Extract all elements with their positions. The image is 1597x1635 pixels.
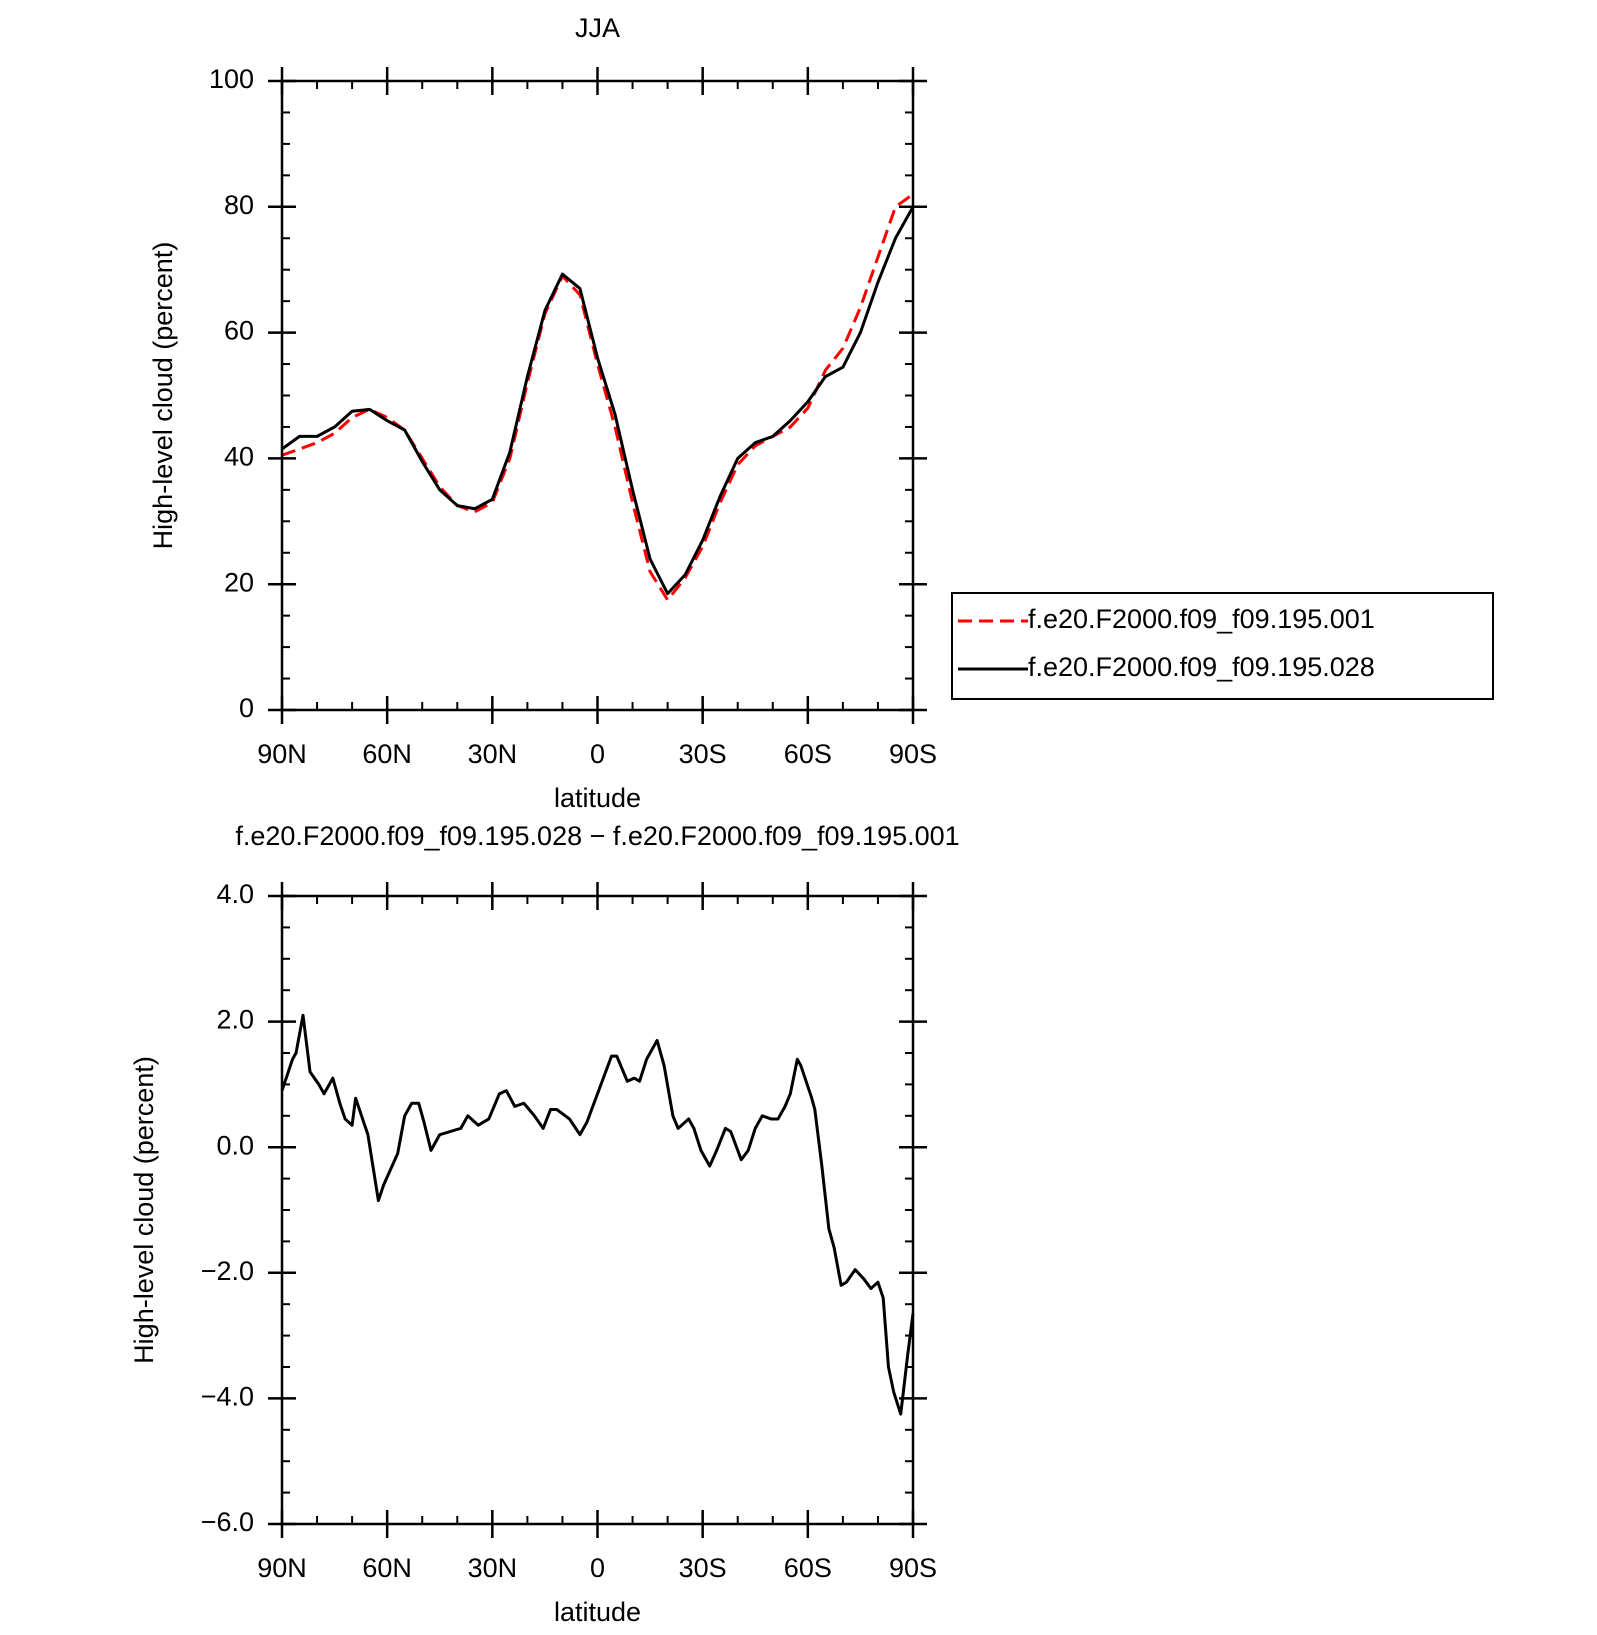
x-tick-label: 0 <box>590 1553 605 1583</box>
y-tick-label: 100 <box>209 64 254 94</box>
y-tick-label: 0 <box>239 693 254 723</box>
y-tick-label: 40 <box>224 442 254 472</box>
x-tick-label: 90S <box>889 739 937 769</box>
x-tick-label: 90N <box>257 1553 307 1583</box>
y-axis-label: High-level cloud (percent) <box>129 1056 159 1364</box>
x-tick-label: 30N <box>468 1553 518 1583</box>
x-tick-label: 60N <box>362 739 412 769</box>
legend-box <box>951 592 1494 700</box>
x-tick-label: 30S <box>679 739 727 769</box>
x-tick-label: 60S <box>784 1553 832 1583</box>
data-line <box>281 206 915 596</box>
plot-frame <box>280 894 915 1526</box>
y-tick-label: 80 <box>224 190 254 220</box>
y-tick-label: −6.0 <box>201 1507 254 1537</box>
y-tick-label: −4.0 <box>201 1382 254 1412</box>
legend-label: f.e20.F2000.f09_f09.195.028 <box>1028 652 1375 682</box>
x-tick-label: 0 <box>590 739 605 769</box>
x-tick-label: 90N <box>257 739 307 769</box>
y-tick-label: 2.0 <box>216 1005 254 1035</box>
x-tick-label: 90S <box>889 1553 937 1583</box>
y-tick-label: 60 <box>224 316 254 346</box>
y-tick-label: −2.0 <box>201 1256 254 1286</box>
x-axis-label: latitude <box>554 1597 641 1627</box>
y-axis-label: High-level cloud (percent) <box>148 242 178 550</box>
x-tick-label: 60S <box>784 739 832 769</box>
x-tick-label: 30N <box>468 739 518 769</box>
data-line <box>281 193 914 602</box>
y-tick-label: 0.0 <box>216 1130 254 1160</box>
x-tick-label: 60N <box>362 1553 412 1583</box>
data-line <box>280 1013 915 1416</box>
x-axis-label: latitude <box>554 783 641 813</box>
y-tick-label: 4.0 <box>216 879 254 909</box>
legend-label: f.e20.F2000.f09_f09.195.001 <box>1028 604 1375 634</box>
chart-title: f.e20.F2000.f09_f09.195.028 − f.e20.F200… <box>235 821 959 851</box>
y-tick-label: 20 <box>224 567 254 597</box>
plot-frame <box>280 79 915 712</box>
chart-title: JJA <box>575 13 620 43</box>
x-tick-label: 30S <box>679 1553 727 1583</box>
